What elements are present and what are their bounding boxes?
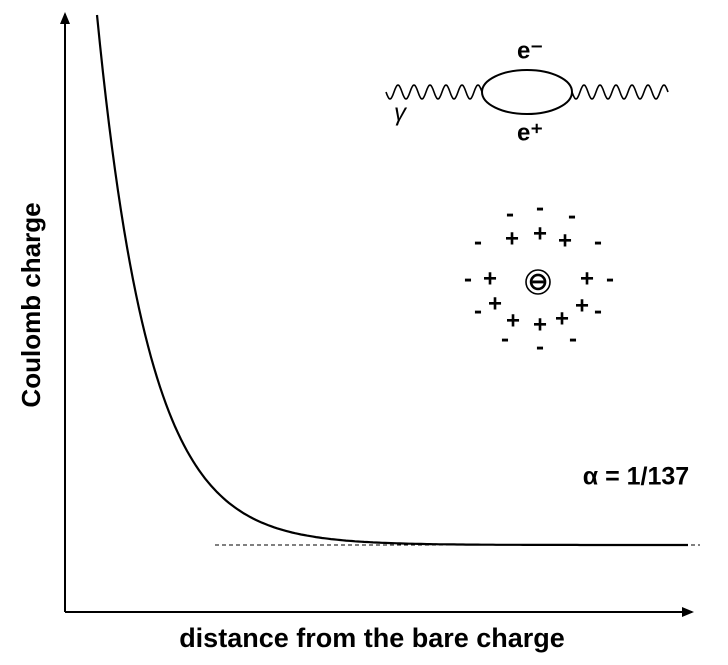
bare-charge-circle xyxy=(525,269,551,295)
shell-charge: + xyxy=(488,290,502,317)
shell-charge: - xyxy=(501,325,509,352)
shell-charge: - xyxy=(594,228,602,255)
charge-curve xyxy=(95,14,688,547)
fermion-loop xyxy=(481,69,573,115)
shell-charge: + xyxy=(483,265,497,292)
shell-charge: + xyxy=(555,305,569,332)
shell-charge: + xyxy=(505,225,519,252)
photon-line xyxy=(385,84,483,100)
shell-charge: + xyxy=(575,292,589,319)
charge-cloud: ⊖- - -- + + + -- + + -- ++ + + + -- - - xyxy=(464,194,614,360)
shell-charge: - xyxy=(474,228,482,255)
shell-charge: + xyxy=(580,265,594,292)
shell-charge: + xyxy=(533,311,547,338)
bare-charge: ⊖ xyxy=(528,268,548,295)
x-axis-label: distance from the bare charge xyxy=(179,623,565,653)
shell-charge: - xyxy=(536,194,544,221)
photon-line xyxy=(571,84,669,100)
shell-charge: - xyxy=(594,297,602,324)
positron-label: e⁺ xyxy=(517,119,543,146)
shell-charge: + xyxy=(506,307,520,334)
electron-label: e⁻ xyxy=(517,37,543,64)
shell-charge: - xyxy=(606,265,614,292)
shell-charge: + xyxy=(558,227,572,254)
shell-charge: - xyxy=(568,202,576,229)
photon-label: γ xyxy=(394,99,408,126)
y-axis-label: Coulomb charge xyxy=(16,202,46,407)
shell-charge: - xyxy=(464,265,472,292)
shell-charge: - xyxy=(506,200,514,227)
shell-charge: - xyxy=(569,325,577,352)
shell-charge: - xyxy=(474,297,482,324)
shell-charge: - xyxy=(536,333,544,360)
shell-charge: + xyxy=(533,220,547,247)
alpha-annotation: α = 1/137 xyxy=(583,463,689,491)
